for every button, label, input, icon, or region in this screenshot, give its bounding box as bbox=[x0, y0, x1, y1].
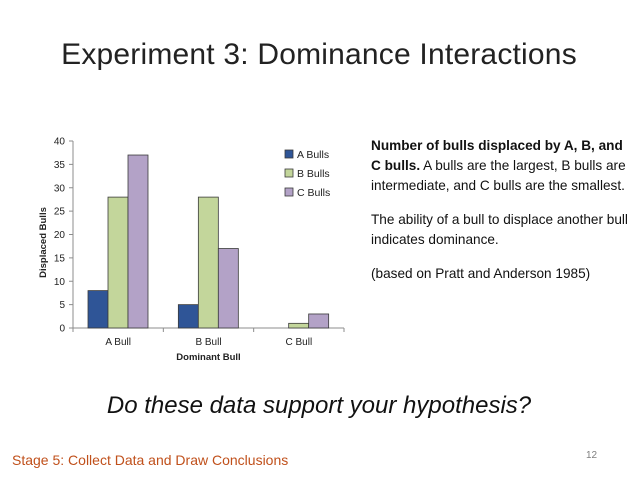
stage-footer: Stage 5: Collect Data and Draw Conclusio… bbox=[12, 452, 289, 468]
y-tick-label: 20 bbox=[54, 230, 66, 241]
legend-swatch-b-bulls bbox=[284, 168, 294, 178]
y-tick-label: 10 bbox=[54, 277, 66, 288]
y-tick-label: 25 bbox=[54, 207, 66, 218]
bar-a-bulls-a-bull bbox=[87, 290, 109, 329]
bar-b-bulls-a-bull bbox=[107, 196, 129, 329]
legend-swatch-c-bulls bbox=[284, 187, 294, 197]
y-tick-label: 40 bbox=[54, 137, 66, 148]
bar-c-bulls-b-bull bbox=[217, 248, 239, 329]
description-rest: A bulls are the largest, B bulls are int… bbox=[371, 158, 626, 193]
bar-b-bulls-c-bull bbox=[288, 322, 310, 329]
slide-title: Experiment 3: Dominance Interactions bbox=[61, 38, 577, 71]
chart-description: Number of bulls displaced by A, B, and C… bbox=[371, 136, 633, 298]
bar-a-bulls-b-bull bbox=[177, 304, 199, 329]
x-tick-label: C Bull bbox=[285, 337, 312, 348]
legend-label: B Bulls bbox=[297, 168, 330, 180]
legend-label: A Bulls bbox=[297, 149, 329, 161]
y-tick-label: 35 bbox=[54, 160, 66, 171]
description-bold: Number of bulls displaced by A, B, and C… bbox=[371, 138, 623, 173]
bar-b-bulls-b-bull bbox=[197, 196, 219, 329]
bar-c-bulls-a-bull bbox=[127, 154, 149, 329]
hypothesis-question: Do these data support your hypothesis? bbox=[106, 392, 532, 419]
y-tick-label: 15 bbox=[54, 253, 66, 264]
y-axis-title: Displaced Bulls bbox=[38, 207, 49, 278]
x-tick-label: A Bull bbox=[105, 337, 131, 348]
description-paragraph-2: The ability of a bull to displace anothe… bbox=[371, 212, 628, 247]
y-tick-label: 5 bbox=[59, 300, 65, 311]
page-number: 12 bbox=[586, 450, 598, 461]
description-paragraph-1: Number of bulls displaced by A, B, and C… bbox=[371, 136, 633, 196]
y-tick-label: 30 bbox=[54, 183, 66, 194]
y-tick-label: 0 bbox=[59, 324, 65, 335]
legend-swatch-a-bulls bbox=[284, 149, 294, 159]
legend-label: C Bulls bbox=[297, 187, 330, 199]
x-tick-label: B Bull bbox=[195, 337, 221, 348]
x-axis-title: Dominant Bull bbox=[176, 352, 240, 363]
bar-c-bulls-c-bull bbox=[308, 313, 330, 329]
description-citation: (based on Pratt and Anderson 1985) bbox=[371, 266, 591, 281]
